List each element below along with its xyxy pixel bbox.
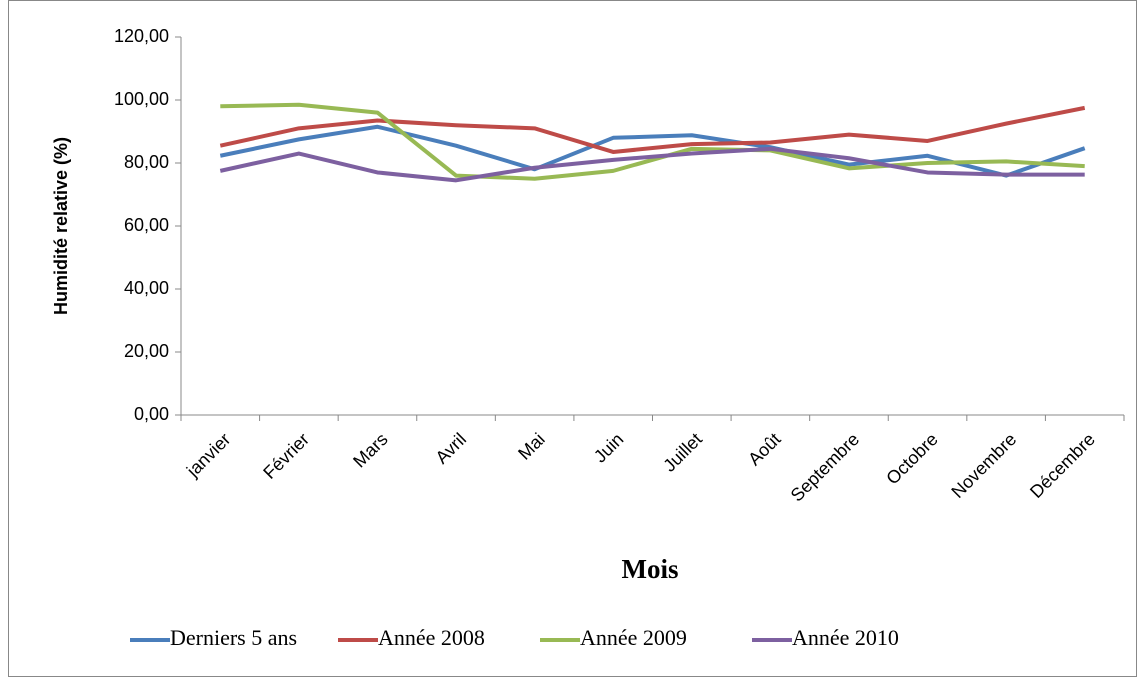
- y-tick-label: 80,00: [124, 152, 169, 172]
- x-axis-label: Mois: [622, 554, 679, 584]
- legend-label: Année 2008: [378, 625, 485, 650]
- series-line: [220, 102, 1085, 181]
- y-tick-label: 0,00: [134, 404, 169, 424]
- y-tick-label: 40,00: [124, 278, 169, 298]
- y-tick-label: 100,00: [114, 89, 169, 109]
- series-line: [219, 124, 1086, 178]
- y-tick-label: 120,00: [114, 26, 169, 46]
- chart-frame: [8, 0, 1137, 677]
- y-tick-label: 60,00: [124, 215, 169, 235]
- series-line: [219, 146, 1085, 183]
- legend-label: Derniers 5 ans: [170, 625, 297, 650]
- legend-label: Année 2010: [792, 625, 899, 650]
- y-tick-label: 20,00: [124, 341, 169, 361]
- series-line: [219, 105, 1086, 154]
- legend-label: Année 2009: [580, 625, 687, 650]
- y-axis-label: Humidité relative (%): [51, 137, 71, 315]
